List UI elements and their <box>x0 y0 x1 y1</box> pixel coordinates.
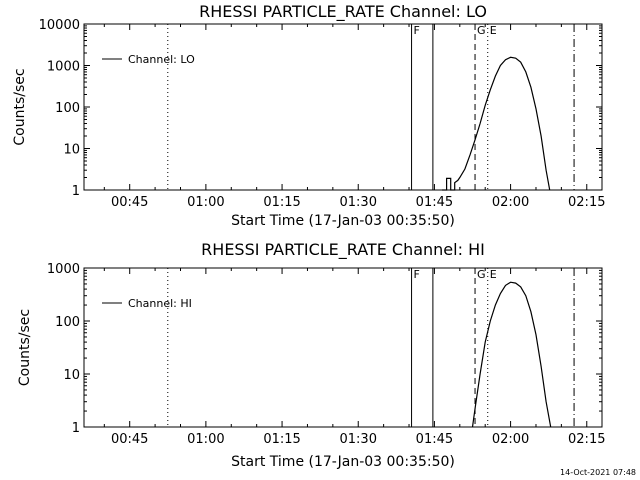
x-tick-label: 02:00 <box>492 432 529 447</box>
footer-date: 14-Oct-2021 07:48 <box>560 468 636 477</box>
data-series-line <box>442 56 551 191</box>
x-tick-label: 01:30 <box>340 432 377 447</box>
panel-lo-channel: RHESSI PARTICLE_RATE Channel: LO 00:45 01:… <box>12 2 605 229</box>
x-tick-label: 01:30 <box>340 195 377 210</box>
y-tick-label: 1 <box>72 421 80 436</box>
y-tick-label: 10 <box>63 143 80 158</box>
x-tick-label: 01:15 <box>263 195 300 210</box>
y-tick-label: 10 <box>63 368 80 383</box>
plot-frame <box>83 23 603 191</box>
x-axis-label: Start Time (17-Jan-03 00:35:50) <box>231 454 455 470</box>
event-marker-label: G <box>477 24 486 37</box>
x-tick-label: 01:00 <box>187 432 224 447</box>
y-tick-label: 100 <box>55 315 80 330</box>
x-tick-label: 00:45 <box>111 195 148 210</box>
x-tick-label: 01:45 <box>416 432 453 447</box>
x-axis-label: Start Time (17-Jan-03 00:35:50) <box>231 213 455 229</box>
event-marker-label: F <box>414 268 420 281</box>
y-tick-label: 1000 <box>47 60 80 75</box>
x-tick-label: 00:45 <box>111 432 148 447</box>
event-marker-label: F <box>414 24 420 37</box>
y-tick-label: 100 <box>55 101 80 116</box>
panel-hi-channel: RHESSI PARTICLE_RATE Channel: HI 00:45 01:… <box>17 240 605 470</box>
event-marker-label: E <box>490 268 497 281</box>
x-tick-label: 02:00 <box>492 195 529 210</box>
y-tick-label: 1 <box>72 184 80 199</box>
event-marker-label: G <box>477 268 486 281</box>
x-tick-label: 01:15 <box>263 432 300 447</box>
y-tick-label: 10000 <box>39 18 80 33</box>
data-series-line <box>471 281 552 428</box>
chart-title: RHESSI PARTICLE_RATE Channel: LO <box>199 2 487 22</box>
x-tick-label: 01:45 <box>416 195 453 210</box>
legend-label: Channel: HI <box>128 297 192 310</box>
x-tick-label: 01:00 <box>187 195 224 210</box>
x-tick-label: 02:15 <box>568 195 605 210</box>
y-tick-label: 1000 <box>47 262 80 277</box>
chart-title: RHESSI PARTICLE_RATE Channel: HI <box>201 240 485 260</box>
y-axis-label: Counts/sec <box>17 309 33 386</box>
y-axis-label: Counts/sec <box>12 68 28 145</box>
x-tick-label: 02:15 <box>568 432 605 447</box>
legend-label: Channel: LO <box>128 53 195 66</box>
event-marker-label: E <box>490 24 497 37</box>
plot-frame <box>83 267 603 428</box>
